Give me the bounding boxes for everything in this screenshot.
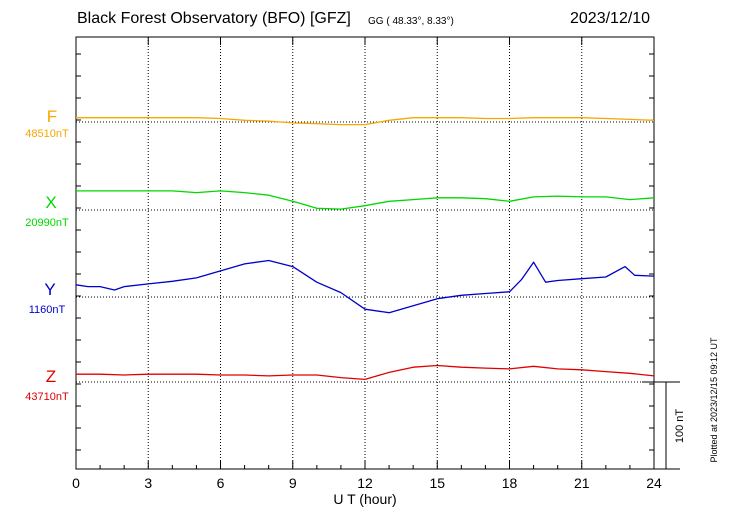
x-tick-label: 6 — [217, 475, 225, 491]
baseline-value-y: 1160nT — [29, 304, 66, 316]
baseline-value-f: 48510nT — [25, 128, 69, 140]
x-axis-label: U T (hour) — [333, 491, 396, 507]
station-coordinates: GG ( 48.33°, 8.33°) — [368, 16, 454, 27]
component-label-x: X — [45, 193, 56, 212]
component-label-z: Z — [46, 367, 56, 386]
component-label-y: Y — [44, 280, 55, 299]
chart-title: Black Forest Observatory (BFO) [GFZ] — [77, 10, 351, 27]
x-tick-label: 18 — [502, 475, 518, 491]
series-line-x — [76, 190, 655, 210]
baseline-value-z: 43710nT — [25, 391, 69, 403]
x-tick-label: 12 — [357, 475, 373, 491]
x-tick-label: 15 — [429, 475, 445, 491]
x-tick-label: 21 — [574, 475, 590, 491]
baseline-value-x: 20990nT — [25, 217, 69, 229]
chart-date: 2023/12/10 — [570, 10, 651, 27]
series-line-y — [75, 259, 655, 314]
x-tick-label: 24 — [646, 475, 662, 491]
component-label-f: F — [47, 107, 57, 126]
x-tick-label: 0 — [72, 475, 80, 491]
x-tick-label: 3 — [144, 475, 152, 491]
series-line-f — [76, 117, 655, 126]
series-line-z — [76, 364, 655, 381]
x-tick-label: 9 — [289, 475, 297, 491]
